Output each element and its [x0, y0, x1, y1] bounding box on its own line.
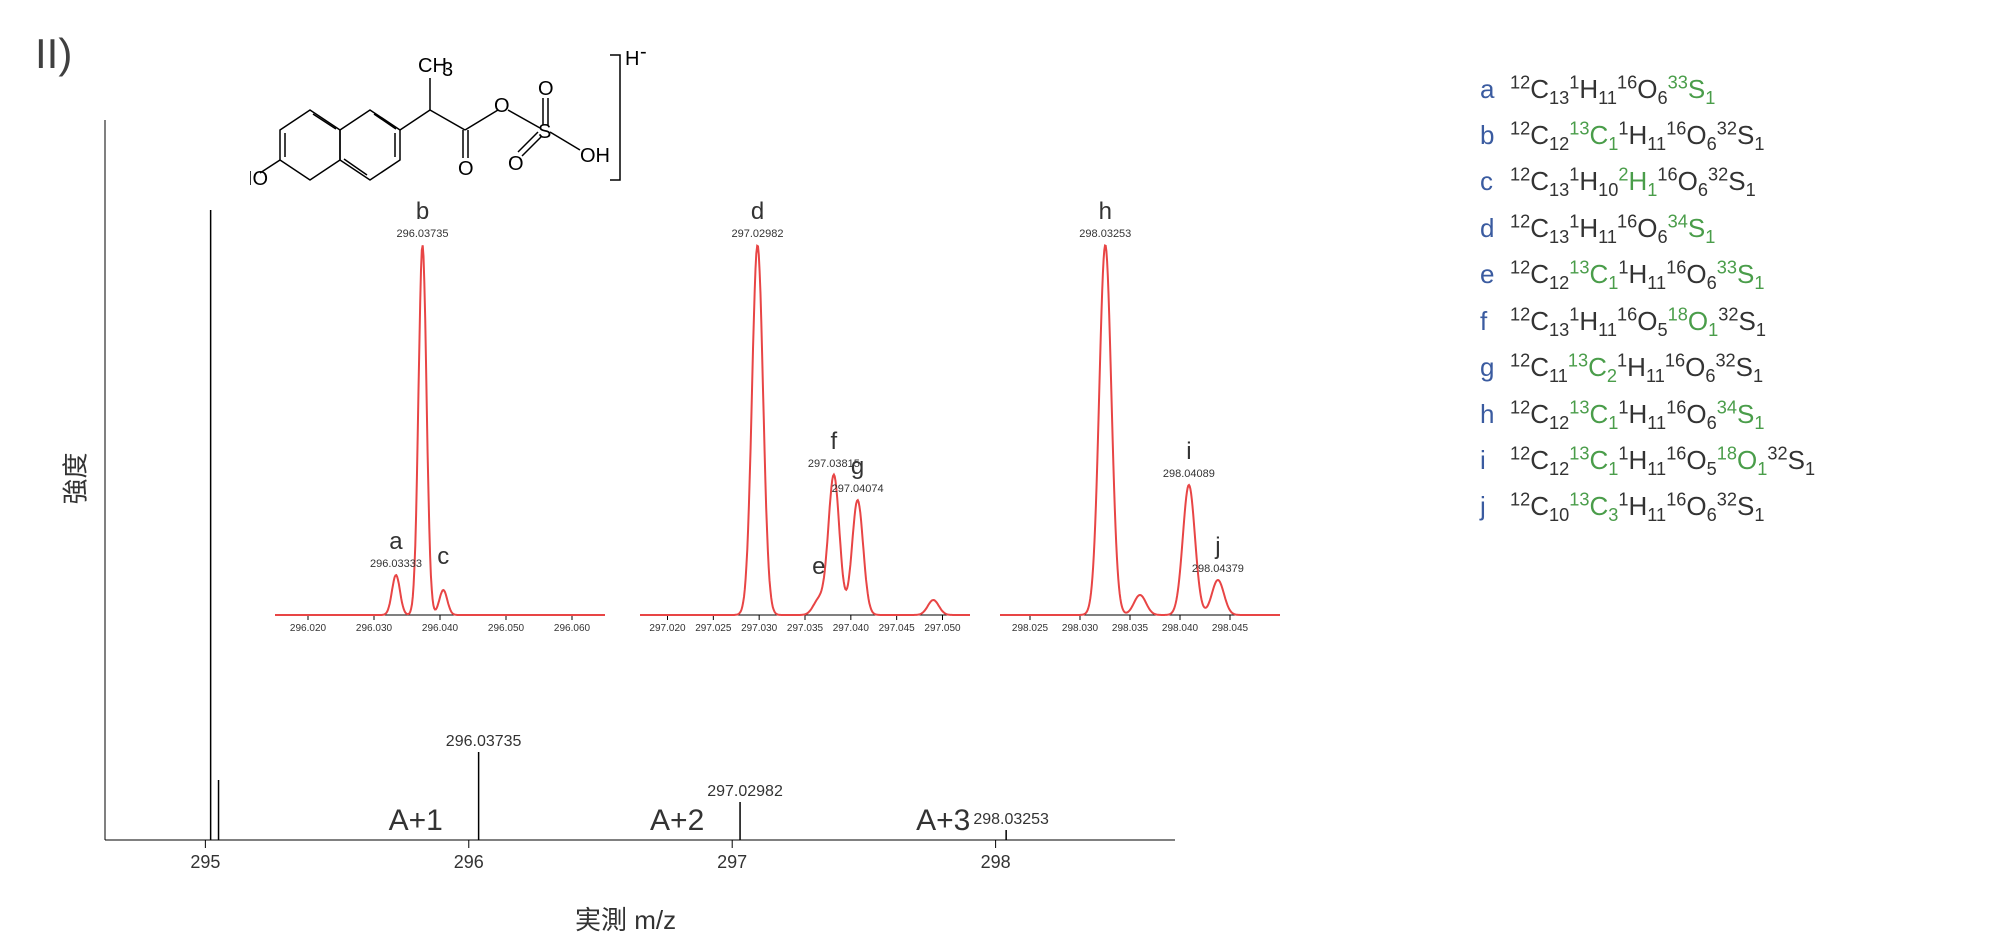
peak-letter-f: f — [831, 428, 838, 455]
svg-text:296.03735: 296.03735 — [397, 228, 449, 240]
legend-row-i: i12C1213C11H1116O518O132S1 — [1480, 441, 1960, 481]
svg-text:295: 295 — [190, 852, 220, 870]
svg-text:298.03253: 298.03253 — [1079, 228, 1131, 240]
inset-A1: 296.020 296.030 296.040 296.050 296.060 296.0… — [275, 220, 605, 640]
legend-row-j: j12C1013C31H1116O632S1 — [1480, 488, 1960, 528]
peak-letter-b: b — [416, 198, 429, 225]
legend-row-e: e12C1213C11H1116O633S1 — [1480, 256, 1960, 296]
peak-letter-i: i — [1186, 438, 1191, 465]
svg-text:296.040: 296.040 — [422, 623, 459, 634]
svg-text:296.03333: 296.03333 — [370, 558, 422, 570]
legend-letter: h — [1480, 397, 1510, 432]
svg-text:298.03253: 298.03253 — [973, 811, 1049, 828]
legend-letter: c — [1480, 164, 1510, 199]
svg-text:298.04379: 298.04379 — [1192, 563, 1244, 575]
legend-letter: b — [1480, 118, 1510, 153]
peak-letter-c: c — [437, 543, 449, 570]
legend-formula: 12C131H1116O634S1 — [1510, 209, 1715, 249]
svg-text:3: 3 — [442, 59, 453, 81]
isotope-legend: a12C131H1116O633S1b12C1213C11H1116O632S1… — [1480, 70, 1960, 534]
legend-letter: e — [1480, 257, 1510, 292]
legend-formula: 12C1213C11H1116O634S1 — [1510, 395, 1764, 435]
svg-text:298.030: 298.030 — [1062, 623, 1099, 634]
svg-text:O: O — [538, 78, 554, 100]
x-axis-label: 実測 m/z — [575, 900, 676, 937]
svg-text:298: 298 — [981, 852, 1011, 870]
svg-text:297.035: 297.035 — [787, 623, 824, 634]
legend-formula: 12C1013C31H1116O632S1 — [1510, 488, 1764, 528]
legend-letter: f — [1480, 304, 1510, 339]
svg-text:296.020: 296.020 — [290, 623, 327, 634]
svg-text:296.03735: 296.03735 — [446, 733, 522, 750]
svg-text:296.050: 296.050 — [488, 623, 525, 634]
legend-letter: j — [1480, 489, 1510, 524]
svg-text:297.02982: 297.02982 — [732, 228, 784, 240]
legend-row-f: f12C131H1116O518O132S1 — [1480, 302, 1960, 342]
svg-text:297.050: 297.050 — [924, 623, 961, 634]
legend-row-d: d12C131H1116O634S1 — [1480, 209, 1960, 249]
legend-row-g: g12C1113C21H1116O632S1 — [1480, 348, 1960, 388]
panel-label: II) — [35, 30, 72, 78]
peak-letter-h: h — [1099, 198, 1112, 225]
legend-letter: g — [1480, 350, 1510, 385]
svg-text:298.04089: 298.04089 — [1163, 468, 1215, 480]
svg-text:298.035: 298.035 — [1112, 623, 1149, 634]
svg-text:296.060: 296.060 — [554, 623, 591, 634]
svg-text:298.025: 298.025 — [1012, 623, 1049, 634]
legend-formula: 12C131H1116O633S1 — [1510, 70, 1715, 110]
legend-row-h: h12C1213C11H1116O634S1 — [1480, 395, 1960, 435]
legend-letter: i — [1480, 443, 1510, 478]
svg-text:297.040: 297.040 — [833, 623, 870, 634]
svg-text:-: - — [640, 41, 647, 63]
legend-row-a: a12C131H1116O633S1 — [1480, 70, 1960, 110]
svg-text:296.030: 296.030 — [356, 623, 393, 634]
svg-text:297.020: 297.020 — [649, 623, 686, 634]
svg-text:297.02982: 297.02982 — [707, 783, 783, 800]
svg-text:298.040: 298.040 — [1162, 623, 1199, 634]
svg-text:297.04074: 297.04074 — [832, 483, 884, 495]
svg-text:A+3: A+3 — [916, 804, 970, 837]
peak-letter-j: j — [1214, 533, 1220, 560]
peak-letter-a: a — [389, 528, 403, 555]
legend-formula: 12C1213C11H1116O632S1 — [1510, 116, 1764, 156]
svg-text:298.045: 298.045 — [1212, 623, 1249, 634]
inset-A3: 298.025 298.030 298.035 298.040 298.045 298.0… — [1000, 220, 1280, 640]
legend-formula: 12C1213C11H1116O518O132S1 — [1510, 441, 1815, 481]
svg-text:A+2: A+2 — [650, 804, 704, 837]
legend-letter: a — [1480, 72, 1510, 107]
ion-charge-label: H — [625, 48, 639, 70]
svg-text:A+1: A+1 — [389, 804, 443, 837]
svg-text:297.030: 297.030 — [741, 623, 778, 634]
svg-text:296: 296 — [454, 852, 484, 870]
svg-text:297: 297 — [717, 852, 747, 870]
legend-row-c: c12C131H102H116O632S1 — [1480, 163, 1960, 203]
svg-text:297.045: 297.045 — [879, 623, 916, 634]
peak-letter-d: d — [751, 198, 764, 225]
peak-letter-g: g — [851, 453, 864, 480]
inset-A2: 297.020 297.025 297.030 297.035 297.040 297.0… — [640, 220, 970, 640]
svg-text:297.025: 297.025 — [695, 623, 732, 634]
legend-formula: 12C1113C21H1116O632S1 — [1510, 348, 1763, 388]
legend-letter: d — [1480, 211, 1510, 246]
legend-formula: 12C131H1116O518O132S1 — [1510, 302, 1766, 342]
peak-letter-e: e — [812, 553, 825, 580]
legend-formula: 12C131H102H116O632S1 — [1510, 163, 1756, 203]
legend-row-b: b12C1213C11H1116O632S1 — [1480, 116, 1960, 156]
legend-formula: 12C1213C11H1116O633S1 — [1510, 256, 1764, 296]
y-axis-label: 強度 — [56, 452, 93, 504]
